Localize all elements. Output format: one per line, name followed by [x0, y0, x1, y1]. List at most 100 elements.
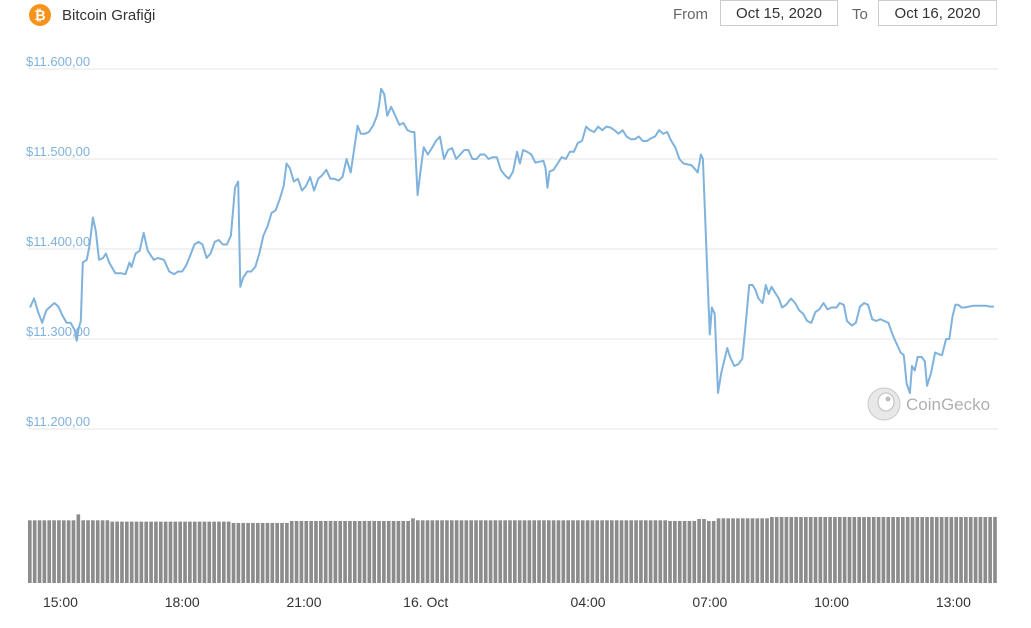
- to-date-input[interactable]: Oct 16, 2020: [878, 0, 997, 26]
- volume-bar: [949, 517, 954, 583]
- volume-bar: [964, 517, 968, 583]
- volume-bar: [580, 520, 585, 583]
- volume-bar: [163, 521, 168, 583]
- x-tick-label-6: 10:00: [814, 594, 849, 610]
- volume-bar: [634, 520, 638, 583]
- volume-bar: [765, 518, 769, 583]
- volume-bar: [808, 517, 813, 583]
- volume-bar: [852, 517, 857, 583]
- volume-bar: [973, 517, 978, 583]
- volume-bar: [828, 517, 832, 583]
- volume-bar: [934, 517, 939, 583]
- volume-bar: [871, 517, 876, 583]
- volume-bar: [333, 520, 338, 583]
- y-tick-label-3: $11.300,00: [26, 324, 90, 339]
- chart-title: Bitcoin Grafiği: [62, 7, 156, 24]
- volume-bar: [212, 521, 216, 583]
- volume-bar: [857, 517, 861, 583]
- volume-bar: [430, 520, 435, 583]
- x-tick-label-1: 18:00: [165, 594, 200, 610]
- x-tick-label-0: 15:00: [43, 594, 78, 610]
- volume-bar: [158, 521, 163, 583]
- y-tick-label-0: $11.600,00: [26, 54, 90, 69]
- volume-bar: [222, 521, 226, 583]
- volume-bar: [614, 520, 619, 583]
- volume-bar: [149, 521, 153, 583]
- volume-bar: [653, 520, 658, 583]
- volume-bar: [57, 520, 61, 583]
- volume-bar: [294, 520, 299, 583]
- volume-bar: [794, 517, 798, 583]
- volume-bar: [459, 520, 464, 583]
- volume-bar: [551, 520, 556, 583]
- volume-bar: [192, 521, 197, 583]
- volume-bar: [469, 520, 473, 583]
- volume-bar: [246, 522, 250, 583]
- volume-bar: [28, 520, 32, 583]
- volume-bar: [386, 520, 391, 583]
- volume-bars: [28, 514, 997, 583]
- volume-bar: [745, 518, 750, 583]
- volume-bar: [139, 521, 144, 583]
- volume-bar: [639, 520, 643, 583]
- volume-bar: [32, 520, 37, 583]
- volume-bar: [736, 518, 740, 583]
- volume-bar: [270, 522, 275, 583]
- volume-bar: [915, 517, 920, 583]
- y-tick-label-2: $11.400,00: [26, 234, 90, 249]
- volume-bar: [183, 521, 187, 583]
- volume-bar: [314, 520, 318, 583]
- volume-bar: [556, 520, 561, 583]
- volume-bar: [406, 520, 410, 583]
- volume-bar: [687, 520, 692, 583]
- volume-bar: [770, 517, 774, 583]
- volume-bar: [939, 517, 944, 583]
- volume-bar: [202, 521, 207, 583]
- x-tick-label-5: 07:00: [692, 594, 727, 610]
- volume-bar: [944, 517, 949, 583]
- volume-bar: [42, 520, 47, 583]
- volume-bar: [435, 520, 440, 583]
- volume-bar: [304, 520, 309, 583]
- volume-bar: [120, 521, 124, 583]
- volume-bar: [862, 517, 866, 583]
- y-tick-label-1: $11.500,00: [26, 144, 90, 159]
- volume-bar: [585, 520, 590, 583]
- volume-bar: [954, 517, 958, 583]
- volume-bar: [134, 521, 139, 583]
- volume-bar: [110, 521, 115, 583]
- volume-bar: [483, 520, 488, 583]
- volume-bar: [115, 521, 119, 583]
- volume-bar: [813, 517, 818, 583]
- volume-bar: [280, 522, 284, 583]
- volume-bar: [488, 520, 493, 583]
- volume-bar: [493, 520, 498, 583]
- volume-bar: [178, 521, 182, 583]
- volume-bar: [682, 520, 687, 583]
- volume-bar: [983, 517, 988, 583]
- volume-bar: [959, 517, 963, 583]
- volume-bar: [348, 520, 352, 583]
- volume-bar: [891, 517, 895, 583]
- bitcoin-icon: ₿: [29, 4, 51, 26]
- volume-bar: [886, 517, 891, 583]
- volume-bar: [833, 517, 837, 583]
- volume-bar: [968, 517, 973, 583]
- volume-bar: [226, 521, 231, 583]
- volume-bar: [522, 520, 527, 583]
- volume-bar: [188, 521, 192, 583]
- volume-bar: [978, 517, 983, 583]
- volume-bar: [605, 520, 609, 583]
- from-date-input[interactable]: Oct 15, 2020: [720, 0, 838, 26]
- volume-bar: [445, 520, 449, 583]
- chart-header: ₿ Bitcoin Grafiği From Oct 15, 2020 To O…: [0, 0, 1031, 34]
- volume-bar: [755, 518, 760, 583]
- volume-bar: [105, 520, 110, 583]
- volume-bar: [323, 520, 328, 583]
- volume-bar: [197, 521, 202, 583]
- volume-bar: [721, 518, 726, 583]
- grid-lines: [28, 68, 998, 430]
- volume-bar: [81, 520, 85, 583]
- volume-bar: [241, 522, 246, 583]
